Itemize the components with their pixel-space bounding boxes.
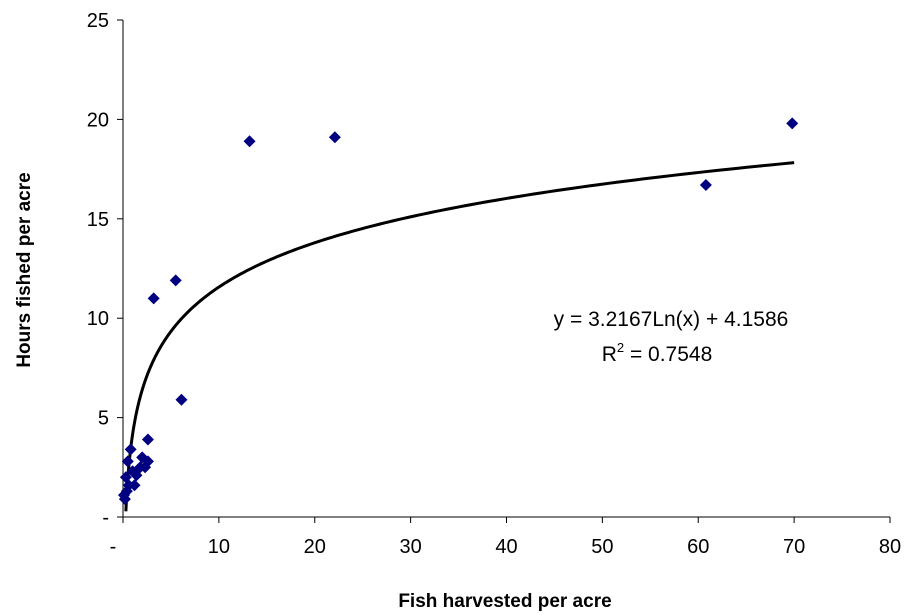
r-squared-label: R2 = 0.7548: [602, 340, 713, 366]
data-point-marker: [147, 292, 160, 305]
x-tick-label: 60: [687, 536, 709, 558]
data-point-marker: [169, 274, 182, 287]
data-point-marker: [328, 131, 341, 144]
y-tick-label: 5: [98, 408, 109, 430]
x-tick-label: 10: [208, 536, 230, 558]
r-squared-prefix: R: [602, 343, 617, 366]
data-point-marker: [118, 493, 131, 506]
x-tick-label: 80: [879, 536, 901, 558]
y-tick-label: 20: [87, 109, 109, 131]
data-point-marker: [120, 485, 133, 498]
x-tick-label: -: [110, 536, 117, 558]
data-point-marker: [141, 455, 154, 468]
x-tick-label: 70: [783, 536, 805, 558]
y-tick-label: 25: [87, 10, 109, 32]
tick-labels: - 5 10 15 20 25 - 10 20 30 40 50 60 70 80: [87, 10, 901, 558]
trend-line: [124, 161, 795, 512]
trend-equation: y = 3.2167Ln(x) + 4.1586: [554, 308, 789, 331]
y-tick-label: -: [102, 507, 109, 529]
y-axis-title: Hours fished per acre: [14, 172, 35, 367]
data-point-marker: [128, 479, 141, 492]
x-axis-title: Fish harvested per acre: [398, 591, 611, 612]
data-point-marker: [786, 117, 799, 130]
r-squared-superscript: 2: [617, 340, 624, 355]
data-point-marker: [124, 443, 137, 456]
data-point-marker: [121, 455, 134, 468]
r-squared-value: = 0.7548: [624, 343, 712, 366]
y-tick-label: 15: [87, 209, 109, 231]
x-tick-label: 40: [495, 536, 517, 558]
y-tick-label: 10: [87, 308, 109, 330]
data-points: [117, 117, 799, 506]
x-tick-label: 50: [591, 536, 613, 558]
data-point-marker: [243, 135, 256, 148]
x-tick-label: 30: [400, 536, 422, 558]
x-tick-label: 20: [304, 536, 326, 558]
axes: [117, 19, 891, 523]
data-point-marker: [699, 179, 712, 192]
data-point-marker: [141, 433, 154, 446]
data-point-marker: [175, 393, 188, 406]
